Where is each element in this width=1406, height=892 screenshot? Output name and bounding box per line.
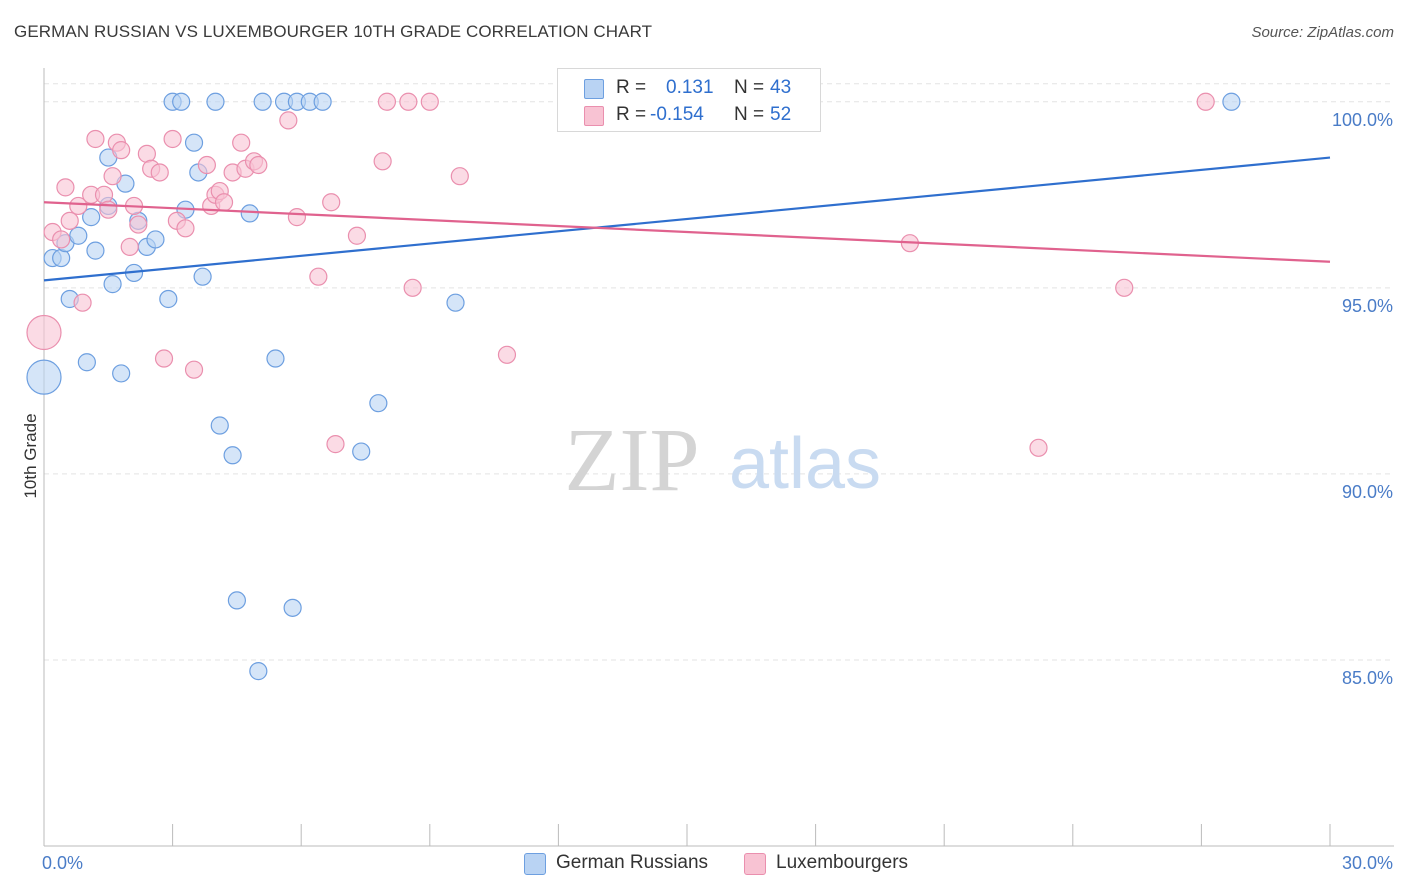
chart-title: GERMAN RUSSIAN VS LUXEMBOURGER 10TH GRAD… — [14, 22, 653, 41]
point-luxembourgers — [56, 178, 75, 197]
point-luxembourgers — [163, 129, 182, 149]
point-luxembourgers — [112, 141, 131, 160]
point-german-russians — [206, 92, 225, 111]
pink-swatch-icon — [744, 853, 766, 875]
point-luxembourgers — [1115, 278, 1134, 297]
point-luxembourgers — [154, 349, 174, 368]
point-luxembourgers — [232, 133, 251, 152]
point-german-russians — [146, 230, 165, 249]
point-luxembourgers — [347, 226, 367, 245]
r-value: -0.154 — [650, 104, 704, 125]
blue-swatch-icon — [584, 79, 604, 99]
point-luxembourgers — [86, 129, 105, 149]
point-luxembourgers — [129, 215, 148, 234]
point-german-russians — [369, 394, 388, 413]
point-luxembourgers — [249, 155, 268, 175]
n-label: N = — [734, 104, 765, 125]
pink-swatch-icon — [584, 106, 604, 126]
y-axis-title: 10th Grade — [21, 413, 40, 498]
data-points — [26, 92, 1241, 681]
y-tick-label: 95.0% — [1342, 296, 1393, 316]
point-luxembourgers — [120, 237, 139, 256]
point-luxembourgers — [69, 196, 88, 216]
point-luxembourgers — [403, 278, 422, 297]
point-german-russians — [69, 226, 88, 245]
n-value: 43 — [770, 77, 792, 98]
trend-lines — [43, 156, 1331, 282]
watermark-zip: ZIP — [565, 411, 700, 510]
r-label: R = — [616, 104, 647, 125]
trend-line-german-russians — [43, 156, 1331, 282]
point-german-russians — [283, 598, 302, 617]
stats-legend: R = 0.131 N = 43 R = -0.154 N = 52 — [557, 68, 821, 132]
point-luxembourgers — [287, 208, 307, 227]
point-german-russians — [1222, 92, 1241, 111]
y-tick-label: 100.0% — [1332, 110, 1393, 130]
legend-label: Luxembourgers — [776, 852, 909, 873]
point-german-russians — [223, 446, 242, 465]
point-luxembourgers — [150, 163, 169, 182]
point-luxembourgers — [1029, 438, 1048, 457]
point-german-russians — [86, 241, 105, 260]
point-german-russians — [253, 92, 272, 111]
point-german-russians — [112, 364, 131, 383]
point-german-russians — [26, 359, 62, 395]
r-value: 0.131 — [666, 77, 714, 98]
watermark-atlas: atlas — [729, 424, 881, 504]
point-german-russians — [240, 204, 259, 223]
point-luxembourgers — [420, 92, 439, 111]
point-german-russians — [249, 662, 268, 681]
point-german-russians — [313, 92, 332, 111]
point-german-russians — [352, 442, 371, 461]
point-luxembourgers — [373, 152, 392, 171]
point-luxembourgers — [73, 293, 92, 312]
y-tick-labels: 85.0% 90.0% 95.0% 100.0% — [1332, 110, 1393, 688]
axes — [43, 68, 1394, 847]
point-luxembourgers — [279, 111, 298, 130]
point-german-russians — [266, 349, 285, 368]
point-german-russians — [227, 591, 246, 610]
point-luxembourgers — [214, 193, 234, 212]
n-value: 52 — [770, 104, 792, 125]
x-tick-labels: 0.0% 30.0% — [42, 853, 1393, 873]
point-luxembourgers — [1196, 92, 1215, 111]
point-german-russians — [103, 275, 122, 294]
y-tick-label: 90.0% — [1342, 482, 1393, 502]
point-german-russians — [446, 293, 465, 312]
point-luxembourgers — [377, 92, 397, 111]
point-luxembourgers — [99, 200, 118, 219]
source-label: Source: ZipAtlas.com — [1251, 24, 1394, 41]
point-german-russians — [77, 353, 96, 372]
point-german-russians — [172, 92, 191, 111]
point-luxembourgers — [399, 92, 418, 111]
point-german-russians — [184, 133, 204, 152]
point-luxembourgers — [184, 360, 204, 379]
point-german-russians — [159, 289, 178, 309]
point-german-russians — [193, 267, 212, 286]
series-legend: German Russians Luxembourgers — [0, 852, 1406, 878]
point-german-russians — [82, 208, 101, 227]
x-tick-label: 0.0% — [42, 853, 83, 873]
y-tick-label: 85.0% — [1342, 668, 1393, 688]
point-luxembourgers — [326, 435, 345, 454]
point-luxembourgers — [322, 193, 341, 212]
point-luxembourgers — [103, 167, 122, 186]
legend-label: German Russians — [556, 852, 709, 873]
point-german-russians — [210, 416, 229, 435]
point-luxembourgers — [52, 230, 71, 249]
n-label: N = — [734, 77, 765, 98]
point-luxembourgers — [497, 345, 517, 364]
point-luxembourgers — [176, 219, 195, 238]
point-luxembourgers — [450, 167, 469, 186]
trend-line-luxembourgers — [43, 201, 1331, 263]
blue-swatch-icon — [524, 853, 546, 875]
point-luxembourgers — [197, 155, 216, 175]
point-luxembourgers — [26, 314, 62, 351]
point-luxembourgers — [309, 267, 328, 286]
watermark: ZIP atlas — [565, 411, 882, 510]
r-label: R = — [616, 77, 647, 98]
x-tick-label: 30.0% — [1342, 853, 1393, 873]
point-luxembourgers — [60, 211, 79, 230]
